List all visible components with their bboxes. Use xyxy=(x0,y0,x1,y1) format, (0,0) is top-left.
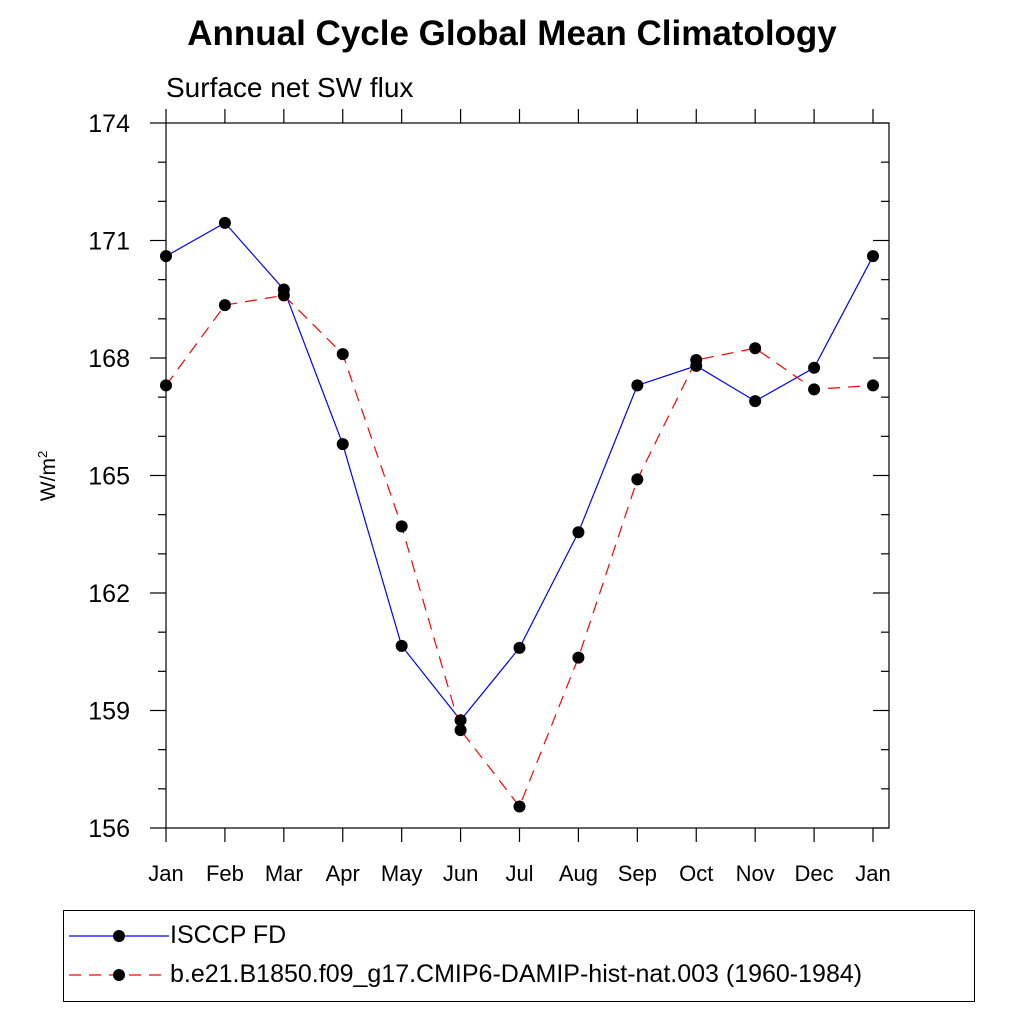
data-point-series-1 xyxy=(395,639,408,652)
data-point-series-1 xyxy=(160,250,172,263)
y-axis-label: W/m2 xyxy=(35,450,60,502)
data-point-series-1 xyxy=(513,641,526,654)
data-point-series-2 xyxy=(160,379,172,392)
y-tick-label: 162 xyxy=(88,580,130,608)
data-point-series-2 xyxy=(454,724,467,737)
data-point-series-2 xyxy=(749,342,762,355)
y-tick-label: 156 xyxy=(88,815,130,843)
data-point-series-2 xyxy=(395,520,408,533)
y-tick-label: 171 xyxy=(88,228,130,256)
x-tick-label: Jan xyxy=(855,861,890,886)
legend-label-series2: b.e21.B1850.f09_g17.CMIP6-DAMIP-hist-nat… xyxy=(170,960,863,988)
data-point-series-1 xyxy=(749,395,762,408)
data-point-series-2 xyxy=(336,348,349,361)
data-point-series-1 xyxy=(572,526,585,539)
data-point-series-1 xyxy=(336,438,349,451)
legend-swatches xyxy=(69,930,169,981)
x-tick-label: Nov xyxy=(736,861,775,886)
data-point-series-1 xyxy=(867,250,879,263)
x-tick-label: Jan xyxy=(148,861,183,886)
y-tick-label: 159 xyxy=(88,698,130,726)
y-tick-label: 165 xyxy=(88,463,130,491)
y-tick-label: 168 xyxy=(88,345,130,373)
data-point-series-1 xyxy=(808,361,821,374)
x-tick-label: Oct xyxy=(679,861,713,886)
x-tick-label: Apr xyxy=(326,861,360,886)
legend-label-series1: ISCCP FD xyxy=(170,921,287,949)
data-point-series-2 xyxy=(867,379,879,392)
data-point-series-2 xyxy=(277,289,290,302)
x-tick-label: Dec xyxy=(795,861,834,886)
x-tick-label: Jul xyxy=(505,861,533,886)
plot-frame xyxy=(165,122,890,829)
data-point-series-2 xyxy=(690,353,703,366)
legend-marker-cesm xyxy=(113,969,125,981)
data-point-series-1 xyxy=(218,216,231,229)
series-line-2 xyxy=(165,294,874,808)
chart-title: Annual Cycle Global Mean Climatology xyxy=(187,14,837,53)
data-point-series-1 xyxy=(454,714,467,727)
data-point-series-2 xyxy=(572,651,585,664)
chart-subtitle: Surface net SW flux xyxy=(166,72,414,103)
x-tick-label: Aug xyxy=(559,861,598,886)
x-tick-label: Jun xyxy=(443,861,478,886)
y-tick-label: 174 xyxy=(88,110,130,138)
x-tick-label: Feb xyxy=(206,861,244,886)
x-tick-label: May xyxy=(381,861,423,886)
x-tick-label: Mar xyxy=(265,861,303,886)
data-point-series-2 xyxy=(218,299,231,312)
legend: ISCCP FD b.e21.B1850.f09_g17.CMIP6-DAMIP… xyxy=(63,910,975,1002)
legend-marker-isccp xyxy=(113,930,125,942)
data-point-series-2 xyxy=(513,800,526,813)
data-point-series-1 xyxy=(631,379,644,392)
data-point-series-2 xyxy=(631,473,644,486)
x-tick-label: Sep xyxy=(618,861,657,886)
data-point-series-2 xyxy=(808,383,821,396)
